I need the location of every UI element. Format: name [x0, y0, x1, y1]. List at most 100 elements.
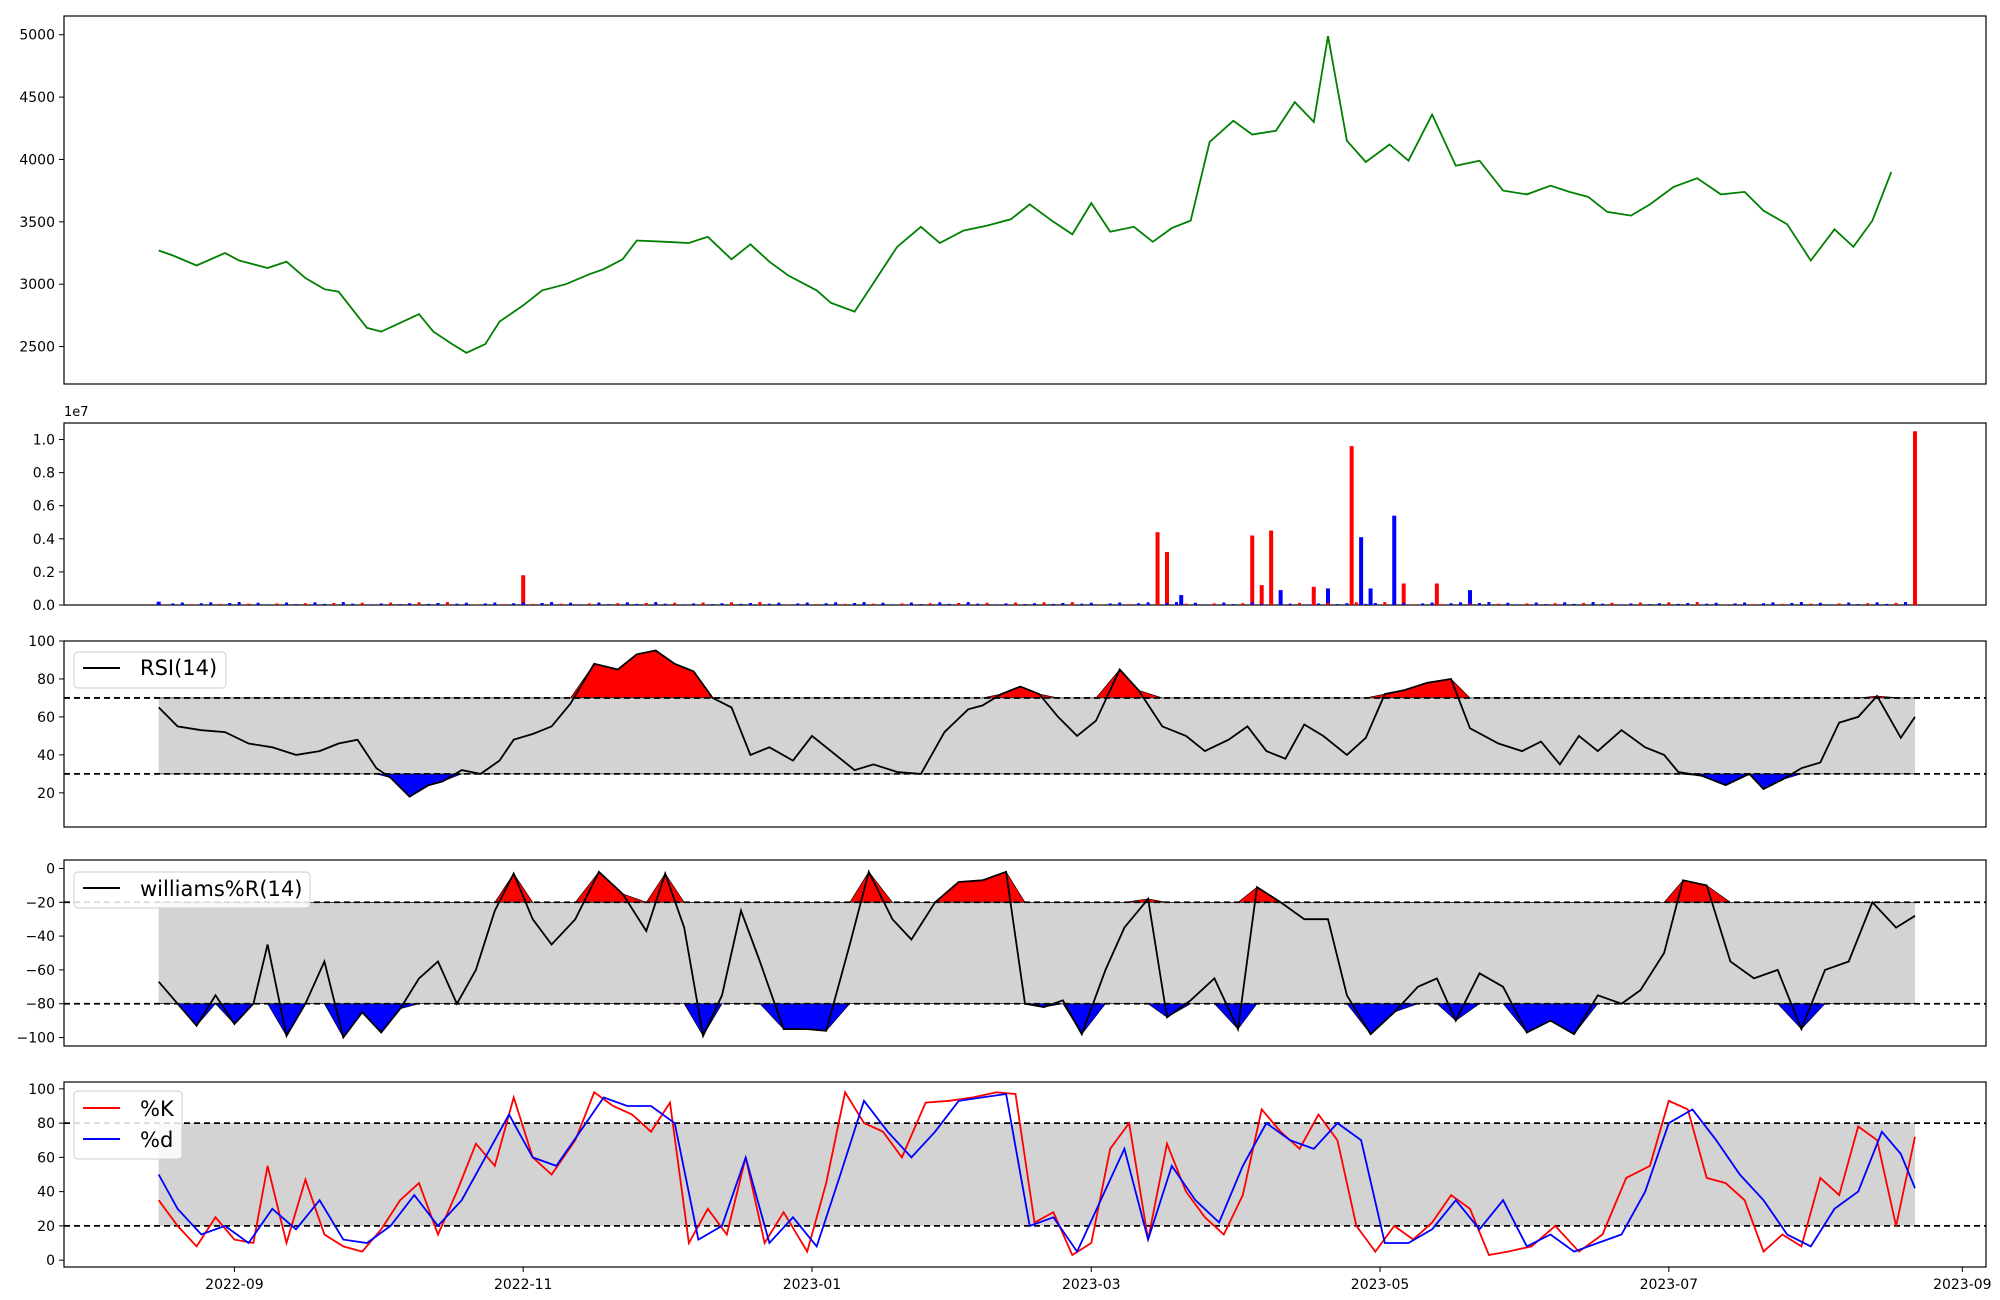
y-tick-label: 0.0 — [33, 598, 55, 614]
volume-bar — [834, 602, 838, 605]
volume-bar — [1421, 603, 1425, 605]
axes-frame — [63, 422, 1987, 606]
y-tick-label: 1.0 — [33, 433, 55, 449]
volume-bar — [947, 603, 951, 605]
volume-bar — [1317, 603, 1321, 605]
volume-bar — [1004, 603, 1008, 605]
volume-bar — [1828, 604, 1832, 605]
volume-bar — [1402, 602, 1406, 605]
volume-bar — [673, 602, 677, 605]
volume-bar — [663, 603, 667, 605]
volume-bar — [1156, 603, 1160, 605]
volume-offset-text: 1e7 — [64, 405, 89, 420]
x-tick-label: 2023-03 — [1062, 1277, 1121, 1293]
volume-bar — [1108, 603, 1112, 605]
volume-bar — [1866, 603, 1870, 605]
volume-bar — [1676, 603, 1680, 605]
y-tick-label: 3000 — [19, 277, 55, 293]
volume-bar — [1610, 602, 1614, 605]
volume-bar — [1553, 603, 1557, 605]
volume-bar — [171, 603, 175, 605]
volume-bar — [1231, 604, 1235, 605]
y-tick-label: −40 — [25, 929, 55, 945]
volume-bar — [1298, 602, 1302, 605]
volume-bar — [824, 603, 828, 605]
volume-bar — [341, 602, 345, 605]
stochastic-legend: %K %d — [73, 1090, 183, 1160]
volume-bar — [1743, 602, 1747, 605]
y-tick-label: 0.8 — [33, 466, 55, 482]
volume-bar — [161, 604, 165, 605]
volume-bar — [1383, 602, 1387, 605]
williams-legend: williams%R(14) — [73, 871, 311, 909]
x-tick-label: 2023-01 — [783, 1277, 842, 1293]
volume-bar — [1311, 586, 1316, 605]
volume-bar — [1051, 603, 1055, 605]
volume-bar — [209, 602, 213, 605]
williams-legend-label: williams%R(14) — [140, 877, 302, 901]
volume-bar — [1288, 603, 1292, 605]
price-line — [158, 35, 1893, 354]
volume-bar — [938, 602, 942, 605]
volume-bar — [1373, 602, 1377, 605]
volume-bar — [1269, 530, 1274, 605]
volume-bar — [606, 604, 610, 605]
volume-bar — [616, 603, 620, 605]
volume-bar — [1269, 602, 1273, 605]
volume-bar — [512, 603, 516, 605]
volume-bar — [1563, 602, 1567, 605]
volume-bar — [957, 602, 961, 605]
volume-bar — [1904, 602, 1908, 605]
rsi-line — [158, 649, 1916, 798]
legend-box — [73, 871, 311, 909]
volume-bar — [1307, 604, 1311, 605]
volume-bar — [398, 604, 402, 605]
volume-bar — [1165, 602, 1169, 605]
y-tick-label: 40 — [37, 1185, 55, 1201]
volume-bar — [493, 602, 497, 605]
rsi-legend-label: RSI(14) — [140, 656, 217, 680]
volume-bar — [228, 602, 232, 605]
legend-box — [73, 651, 227, 689]
y-tick-label: 5000 — [19, 28, 55, 44]
y-tick-label: 80 — [37, 1116, 55, 1132]
volume-bar — [1080, 603, 1084, 605]
volume-bar — [966, 602, 970, 605]
axes-frame — [63, 1081, 1987, 1268]
volume-bar — [1174, 602, 1178, 605]
volume-bar — [853, 602, 857, 605]
volume-bar — [1042, 602, 1046, 605]
volume-bar — [1279, 602, 1283, 605]
volume-bar — [1525, 603, 1529, 605]
y-tick-label: 0.4 — [33, 532, 55, 548]
volume-bar — [427, 603, 431, 605]
volume-bar — [474, 604, 478, 605]
volume-bar — [1885, 603, 1889, 605]
y-tick-label: 80 — [37, 672, 55, 688]
y-tick-label: 40 — [37, 748, 55, 764]
volume-bar — [237, 602, 241, 605]
volume-bar — [1222, 602, 1226, 605]
y-tick-label: −60 — [25, 963, 55, 979]
axes-frame — [63, 15, 1987, 385]
stochastic-panel: 0 20 40 60 80 100 2022-09 2022-11 2023-01 2023-03… — [28, 1081, 1992, 1293]
volume-bar — [156, 601, 161, 605]
volume-bar — [1837, 603, 1841, 605]
volume-bar — [872, 603, 876, 605]
y-tick-label: 3500 — [19, 215, 55, 231]
volume-bar — [881, 602, 885, 605]
volume-bar — [862, 602, 866, 605]
volume-bar — [1733, 603, 1737, 605]
volume-bar — [559, 603, 563, 605]
volume-bar — [1241, 603, 1245, 605]
volume-bar — [805, 602, 809, 605]
x-tick-label: 2022-11 — [494, 1277, 553, 1293]
volume-bar — [1657, 603, 1661, 605]
volume-bar — [313, 602, 317, 605]
volume-bar — [1582, 602, 1586, 605]
volume-bar — [748, 602, 752, 605]
volume-bar — [711, 604, 715, 605]
y-tick-label: 20 — [37, 1219, 55, 1235]
volume-bar — [351, 603, 355, 605]
volume-bar — [1326, 602, 1330, 605]
